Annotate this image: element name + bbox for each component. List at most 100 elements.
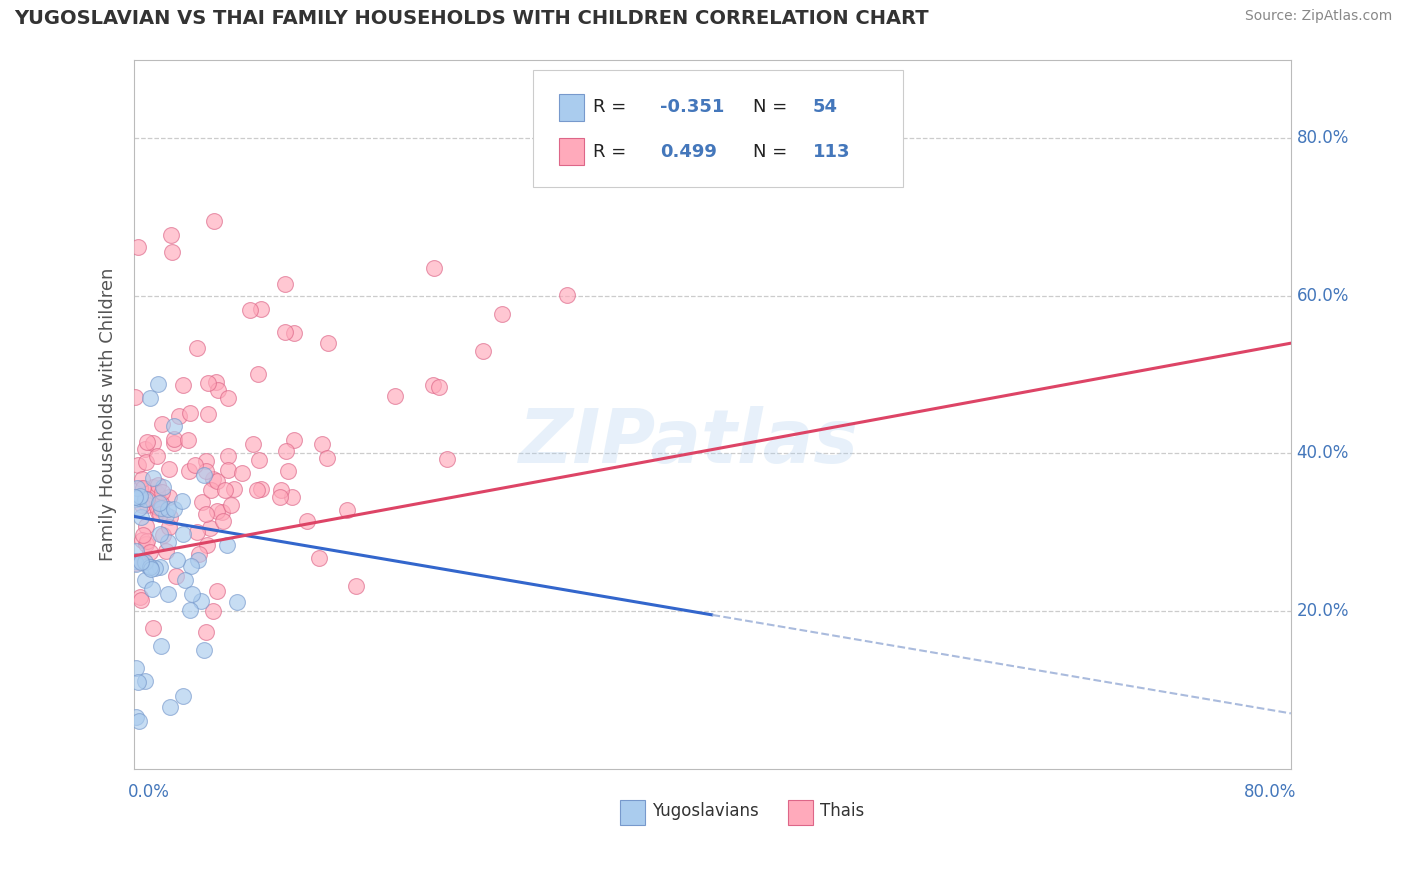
Point: [157, 587, 180, 601]
Point: [159, 700, 181, 714]
Point: [135, 519, 157, 533]
Point: [239, 303, 262, 318]
Point: [135, 536, 157, 550]
Text: 113: 113: [813, 143, 851, 161]
Point: [281, 490, 304, 504]
Point: [163, 432, 186, 446]
Text: ZIPatlas: ZIPatlas: [519, 406, 859, 479]
Point: [128, 501, 150, 516]
Point: [149, 527, 172, 541]
Bar: [558, 94, 583, 120]
Point: [311, 437, 333, 451]
Point: [246, 367, 269, 381]
Point: [124, 390, 146, 404]
Point: [142, 470, 165, 484]
Point: [131, 533, 153, 547]
Text: Yugoslavians: Yugoslavians: [652, 802, 759, 820]
Point: [134, 555, 156, 569]
Text: 0.499: 0.499: [661, 143, 717, 161]
Point: [134, 491, 156, 506]
Point: [471, 343, 494, 358]
Point: [274, 277, 297, 291]
Point: [195, 508, 218, 522]
Point: [124, 554, 146, 568]
Point: [246, 483, 269, 498]
Point: [155, 508, 177, 523]
Point: [214, 483, 236, 497]
Point: [157, 462, 180, 476]
Point: [146, 486, 169, 500]
Point: [160, 245, 183, 260]
Text: 20.0%: 20.0%: [1296, 602, 1350, 620]
Point: [207, 504, 229, 518]
Point: [157, 520, 180, 534]
Point: [134, 573, 156, 587]
Text: 60.0%: 60.0%: [1296, 287, 1348, 305]
Point: [190, 594, 212, 608]
Point: [195, 454, 218, 468]
Text: N =: N =: [754, 143, 793, 161]
Point: [193, 642, 215, 657]
Point: [142, 621, 165, 635]
Point: [427, 380, 450, 394]
Point: [172, 378, 194, 392]
Point: [134, 673, 156, 688]
Point: [384, 389, 406, 403]
Point: [131, 472, 153, 486]
Point: [149, 507, 172, 521]
Point: [250, 482, 273, 496]
Point: [146, 449, 169, 463]
Point: [148, 560, 170, 574]
Point: [200, 483, 222, 497]
Point: [277, 464, 299, 478]
Point: [283, 326, 305, 340]
Point: [132, 528, 155, 542]
Point: [170, 494, 193, 508]
Point: [274, 443, 297, 458]
Point: [128, 490, 150, 504]
Point: [297, 514, 319, 528]
Point: [146, 500, 169, 515]
Text: -0.351: -0.351: [661, 98, 724, 116]
Point: [436, 452, 458, 467]
Point: [205, 583, 228, 598]
Point: [242, 437, 264, 451]
Point: [226, 595, 249, 609]
Text: Thais: Thais: [820, 802, 865, 820]
Point: [165, 569, 187, 583]
Point: [197, 408, 219, 422]
Point: [219, 498, 242, 512]
Point: [124, 556, 146, 570]
Point: [159, 509, 181, 524]
Point: [201, 471, 224, 485]
Point: [124, 490, 146, 504]
Text: 40.0%: 40.0%: [1296, 444, 1348, 462]
Point: [150, 417, 173, 431]
Point: [129, 592, 152, 607]
Bar: [558, 138, 583, 165]
Point: [143, 561, 166, 575]
Point: [125, 481, 148, 495]
Point: [155, 543, 177, 558]
Point: [177, 433, 200, 447]
Point: [127, 458, 149, 472]
Point: [247, 453, 270, 467]
Point: [129, 555, 152, 569]
Point: [186, 341, 208, 355]
Point: [308, 551, 330, 566]
Point: [217, 449, 239, 463]
Point: [172, 689, 194, 703]
Point: [222, 482, 245, 496]
Point: [181, 587, 204, 601]
Point: [186, 525, 208, 540]
Point: [344, 579, 367, 593]
Text: 54: 54: [813, 98, 838, 116]
Point: [142, 480, 165, 494]
Point: [136, 558, 159, 573]
Point: [125, 660, 148, 674]
Text: R =: R =: [593, 98, 633, 116]
Text: R =: R =: [593, 143, 633, 161]
Point: [195, 464, 218, 478]
Point: [125, 544, 148, 558]
Point: [125, 491, 148, 506]
